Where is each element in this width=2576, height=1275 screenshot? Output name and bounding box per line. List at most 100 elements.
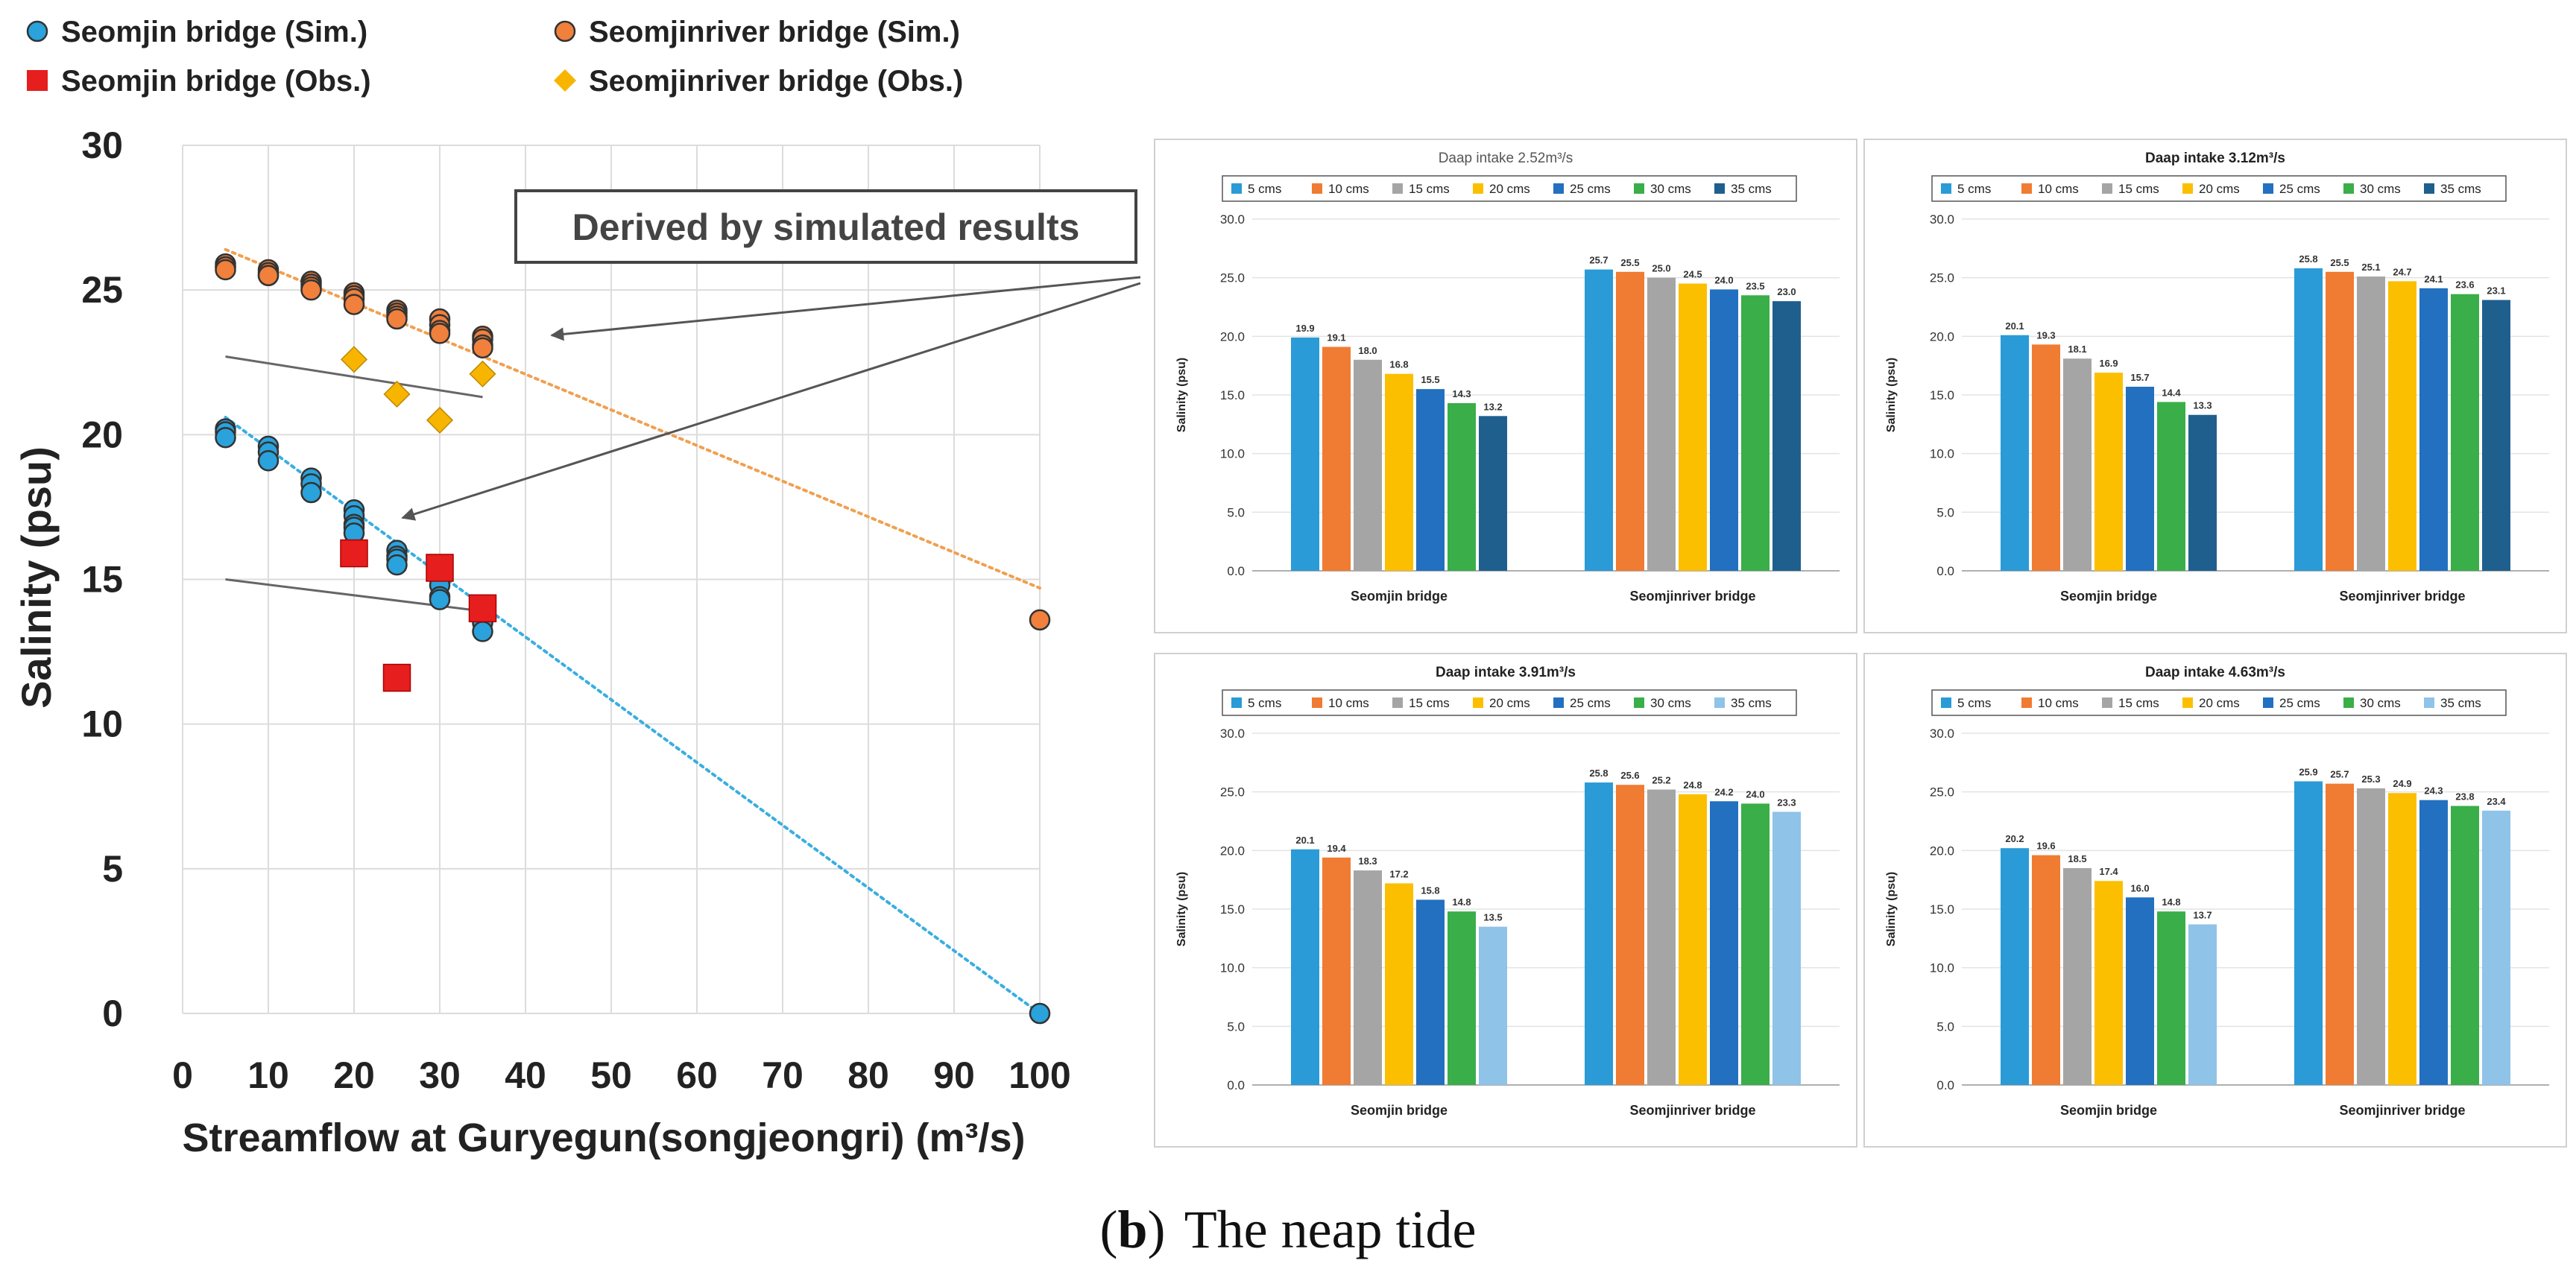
bar [1679, 283, 1707, 571]
data-point [1029, 609, 1051, 631]
x-tick-label: 80 [847, 1054, 889, 1096]
y-axis-title: Salinity (psu) [1885, 358, 1898, 432]
trend-line [224, 247, 1041, 590]
bar [1710, 801, 1738, 1085]
bar-data-label: 24.1 [2424, 273, 2443, 285]
legend-swatch [1714, 183, 1725, 194]
legend-label: 35 cms [1731, 696, 1772, 710]
bar-data-label: 23.3 [1777, 797, 1796, 808]
legend-swatch [1941, 697, 1951, 708]
legend-swatch [1553, 697, 1564, 708]
caption-label: b [1117, 1200, 1148, 1259]
bar [2388, 281, 2416, 571]
legend-marker [27, 70, 48, 91]
bar [1291, 337, 1319, 571]
bar-data-label: 16.0 [2130, 882, 2149, 893]
bar [2126, 386, 2154, 571]
bar-data-label: 23.5 [1746, 280, 1764, 291]
x-tick-label: 100 [1008, 1054, 1070, 1096]
bar-data-label: 14.8 [2162, 896, 2180, 908]
panel-title: Daap intake 3.91m³/s [1436, 665, 1576, 680]
bar-data-label: 25.5 [1620, 257, 1639, 268]
bar [2001, 335, 2029, 571]
data-point [257, 450, 280, 472]
bar-data-label: 24.7 [2393, 266, 2411, 277]
bar [1616, 785, 1644, 1085]
legend-swatch [1392, 183, 1403, 194]
legend-marker [554, 69, 576, 92]
bar-chart: Daap intake 3.12m³/s 5 cms 10 cms 15 cms 20 … [1885, 151, 2549, 604]
legend-label: 30 cms [2360, 696, 2401, 710]
x-axis-title: Streamflow at Guryegun(songjeongri) (m³/… [182, 1116, 1025, 1160]
data-point [429, 589, 451, 610]
y-axis-title: Salinity (psu) [1175, 358, 1188, 432]
data-point [386, 554, 408, 576]
bar-data-label: 15.8 [1421, 885, 1439, 896]
legend-swatch [1473, 697, 1483, 708]
bar-data-label: 13.7 [2193, 909, 2212, 920]
bar-data-label: 24.3 [2424, 785, 2443, 797]
legend-swatch [1312, 183, 1322, 194]
bar [2419, 288, 2448, 571]
legend-label: 35 cms [2440, 696, 2481, 710]
bar [1772, 811, 1801, 1085]
legend-swatch [2424, 697, 2434, 708]
legend-label: 5 cms [1957, 696, 1991, 710]
bar-data-label: 14.3 [1452, 388, 1471, 399]
bar [1322, 857, 1351, 1085]
bar-data-label: 20.1 [2005, 320, 2024, 332]
bar-data-label: 25.8 [2299, 253, 2317, 265]
bar-data-label: 13.3 [2193, 400, 2212, 411]
bar-data-label: 25.3 [2361, 773, 2380, 785]
y-tick-label: 0.0 [1227, 1078, 1245, 1092]
legend-swatch [1634, 183, 1644, 194]
bar [1741, 803, 1770, 1085]
bar [2388, 793, 2416, 1085]
y-tick-label: 20.0 [1930, 844, 1954, 858]
x-tick-label: 70 [762, 1054, 804, 1096]
bar-data-label: 23.0 [1777, 286, 1796, 297]
bar-data-label: 18.3 [1358, 855, 1377, 867]
data-point [386, 308, 408, 330]
category-label: Seomjin bridge [1351, 1103, 1448, 1118]
legend-label: 35 cms [1731, 182, 1772, 196]
legend-swatch [1941, 183, 1951, 194]
bar-data-label: 25.7 [1589, 255, 1608, 266]
legend-swatch [1634, 697, 1644, 708]
legend-label: 10 cms [1328, 696, 1369, 710]
y-axis-title: Salinity (psu) [1885, 872, 1898, 946]
data-point [426, 554, 454, 582]
bar-data-label: 25.5 [2330, 257, 2349, 268]
bar-data-label: 15.5 [1421, 374, 1439, 385]
data-point [340, 539, 368, 568]
bar-data-label: 18.5 [2068, 853, 2086, 864]
bar [1616, 271, 1644, 571]
y-tick-label: 10.0 [1930, 447, 1954, 461]
legend-label: 25 cms [1570, 696, 1611, 710]
bar [2188, 924, 2217, 1085]
y-tick-label: 15.0 [1930, 388, 1954, 402]
legend-label: 15 cms [2118, 696, 2159, 710]
category-label: Seomjinriver bridge [2339, 589, 2465, 604]
bar [2126, 897, 2154, 1085]
bar [2419, 800, 2448, 1085]
bar-data-label: 20.1 [1295, 835, 1314, 846]
bar [2294, 268, 2323, 571]
legend-label: 35 cms [2440, 182, 2481, 196]
bar [2094, 881, 2123, 1085]
bar-panel-intake-3-91: Daap intake 3.91m³/s 5 cms 10 cms 15 cms 20 … [1154, 653, 1857, 1148]
bar-data-label: 19.6 [2036, 841, 2055, 852]
data-point [300, 481, 322, 504]
legend-label: 25 cms [2279, 696, 2320, 710]
bar [1585, 269, 1613, 571]
legend-swatch [2343, 183, 2354, 194]
legend-label: 25 cms [1570, 182, 1611, 196]
legend-label: 10 cms [1328, 182, 1369, 196]
x-tick-label: 50 [590, 1054, 632, 1096]
annotation-text: Derived by simulated results [572, 206, 1080, 248]
bar-data-label: 25.6 [1620, 770, 1639, 781]
bar-panel-intake-2-52: Daap intake 2.52m³/s 5 cms 10 cms 15 cms 20 … [1154, 139, 1857, 633]
bar-data-label: 20.2 [2005, 833, 2024, 844]
figure-caption: (b) The neap tide [1099, 1200, 1477, 1259]
legend-label: 20 cms [1489, 182, 1530, 196]
